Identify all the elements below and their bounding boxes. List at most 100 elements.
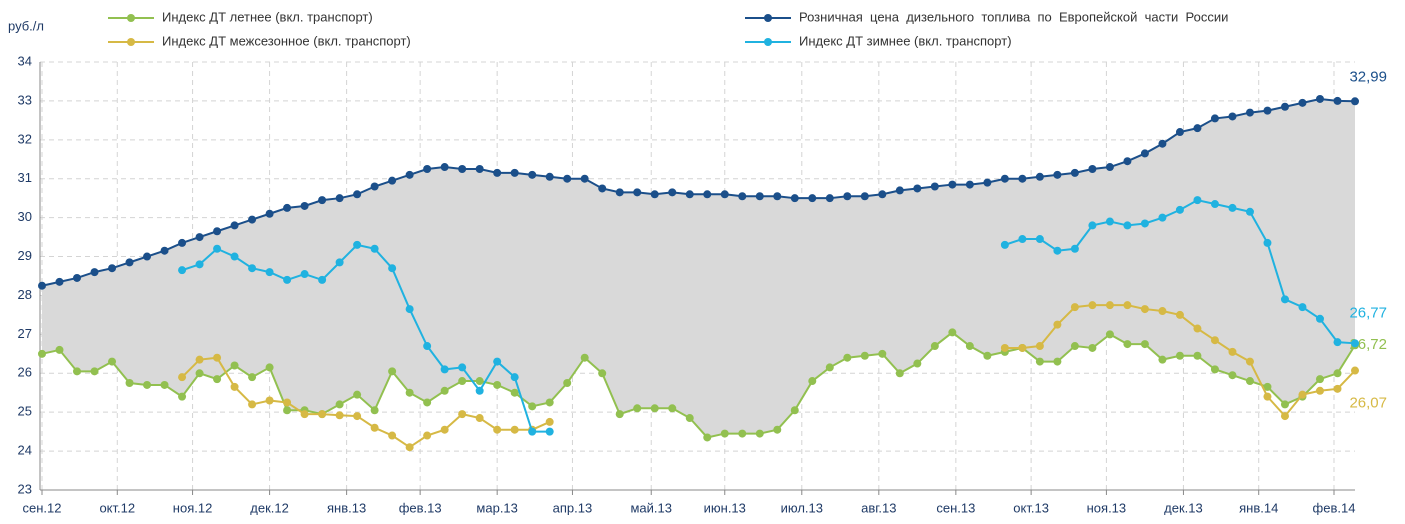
y-tick-label: 34 [18, 53, 32, 68]
data-point [248, 373, 257, 382]
data-point [913, 359, 922, 368]
data-point [1105, 163, 1114, 172]
data-point [143, 380, 152, 389]
data-point [1193, 196, 1202, 205]
data-point [878, 349, 887, 358]
data-point [1263, 238, 1272, 247]
data-point [1000, 240, 1009, 249]
data-point [335, 258, 344, 267]
data-point [1228, 371, 1237, 380]
data-point [1210, 365, 1219, 374]
data-point [1263, 106, 1272, 115]
x-tick-label: окт.13 [1013, 500, 1049, 515]
data-point [230, 221, 239, 230]
data-point [948, 180, 957, 189]
data-point [1280, 400, 1289, 409]
data-point [370, 423, 379, 432]
data-point [353, 190, 362, 199]
data-point [895, 369, 904, 378]
data-point [300, 201, 309, 210]
data-point [1333, 96, 1342, 105]
data-point [615, 410, 624, 419]
legend-marker [764, 38, 772, 46]
data-point [388, 367, 397, 376]
data-point [1070, 168, 1079, 177]
data-point [1280, 102, 1289, 111]
x-tick-label: дек.12 [250, 500, 289, 515]
data-point [1070, 342, 1079, 351]
data-point [493, 425, 502, 434]
data-point [1193, 324, 1202, 333]
data-point [773, 425, 782, 434]
data-point [1053, 357, 1062, 366]
data-point [423, 431, 432, 440]
data-point [1210, 200, 1219, 209]
x-tick-label: апр.13 [553, 500, 593, 515]
legend-marker [127, 14, 135, 22]
data-point [1245, 207, 1254, 216]
data-point [265, 268, 274, 277]
data-point [510, 168, 519, 177]
data-point [283, 398, 292, 407]
data-point [265, 363, 274, 372]
data-point [685, 414, 694, 423]
data-point [703, 190, 712, 199]
data-point [580, 174, 589, 183]
data-point [423, 165, 432, 173]
data-point [458, 377, 467, 386]
data-point [405, 170, 414, 179]
data-point [353, 240, 362, 249]
data-point [860, 351, 869, 360]
data-point [1158, 139, 1167, 148]
x-tick-label: янв.13 [327, 500, 366, 515]
data-point [1035, 235, 1044, 244]
data-point [248, 215, 257, 224]
data-point [1035, 172, 1044, 181]
data-point [38, 349, 46, 358]
y-tick-label: 33 [18, 92, 32, 107]
data-point [440, 425, 449, 434]
x-tick-label: май.13 [630, 500, 672, 515]
data-point [300, 270, 309, 279]
value-label: 32,99 [1349, 68, 1387, 85]
x-tick-label: дек.13 [1164, 500, 1203, 515]
data-point [720, 429, 729, 438]
legend-marker [127, 38, 135, 46]
data-point [1158, 213, 1167, 222]
data-point [1123, 157, 1132, 166]
data-point [1228, 112, 1237, 121]
y-tick-label: 26 [18, 365, 32, 380]
data-point [1280, 412, 1289, 421]
x-tick-label: авг.13 [861, 500, 896, 515]
data-point [510, 373, 519, 382]
data-point [1315, 375, 1324, 384]
data-point [440, 365, 449, 374]
data-point [633, 188, 642, 197]
fill-area [42, 98, 1355, 438]
data-point [1105, 330, 1114, 339]
data-point [1088, 165, 1097, 173]
data-point [545, 417, 554, 426]
y-tick-label: 29 [18, 248, 32, 263]
data-point [1245, 357, 1254, 366]
data-point [1333, 384, 1342, 393]
data-point [1123, 221, 1132, 230]
data-point [545, 398, 554, 407]
data-point [808, 377, 817, 386]
data-point [353, 390, 362, 399]
data-point [178, 373, 187, 382]
data-point [1298, 98, 1307, 107]
data-point [1140, 340, 1149, 349]
data-point [1053, 170, 1062, 179]
data-point [528, 427, 537, 436]
data-point [440, 163, 449, 172]
data-point [668, 404, 677, 413]
data-point [335, 411, 344, 420]
data-point [1228, 203, 1237, 212]
data-point [248, 400, 257, 409]
data-point [1070, 244, 1079, 253]
data-point [440, 386, 449, 395]
data-point [405, 305, 414, 314]
data-point [965, 180, 974, 189]
data-point [213, 375, 222, 384]
